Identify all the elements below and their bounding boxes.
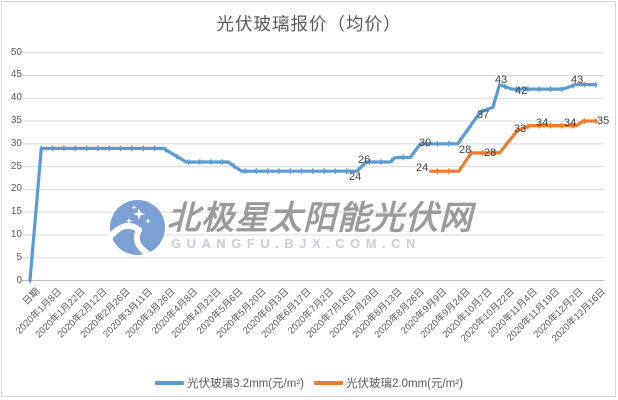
legend: 光伏玻璃3.2mm(元/m²) 光伏玻璃2.0mm(元/m²) (0, 375, 618, 391)
y-axis-label-30: 30 (10, 137, 22, 149)
data-label-2-0mm: 34 (536, 117, 549, 129)
data-label-2-0mm: 28 (459, 144, 472, 156)
data-label-2-0mm: 35 (597, 115, 610, 127)
y-axis-label-15: 15 (10, 206, 22, 218)
logo-swoosh-lower (133, 227, 150, 256)
logo-star-icon (133, 208, 145, 220)
series-line-3-2mm[interactable] (28, 82, 598, 283)
legend-line-sample (155, 381, 185, 385)
data-label-3-2mm: 43 (495, 74, 508, 86)
logo-star-icon (145, 218, 151, 224)
y-axis-label-10: 10 (10, 228, 22, 240)
y-axis-label-45: 45 (10, 69, 22, 81)
data-label-3-2mm: 42 (515, 85, 528, 97)
y-axis-label-25: 25 (10, 160, 22, 172)
bjx-logo-icon (109, 200, 165, 256)
series-markers-1 (29, 81, 597, 284)
watermark-text: 北极星太阳能光伏网 (167, 199, 473, 236)
logo-star-icon (125, 217, 133, 225)
y-axis-label-50: 50 (10, 46, 22, 58)
logo-star-icon (131, 204, 137, 211)
legend-line-sample (314, 381, 343, 385)
legend-label: 光伏玻璃3.2mm(元/m²) (187, 378, 304, 390)
y-axis-label-35: 35 (10, 115, 22, 127)
data-label-3-2mm: 30 (419, 137, 432, 149)
y-axis-label-0: 0 (16, 274, 22, 286)
chart-title: 光伏玻璃报价（均价） (216, 14, 402, 34)
y-axis-label-5: 5 (16, 251, 22, 263)
data-label-2-0mm: 28 (484, 147, 497, 159)
data-label-2-0mm: 33 (514, 123, 527, 135)
y-axis-label-20: 20 (10, 183, 22, 195)
data-label-2-0mm: 24 (416, 162, 429, 174)
series-line-2-0mm[interactable] (429, 119, 598, 173)
watermark-url-text: GUANGFU.BJX.COM.CN (171, 236, 421, 251)
data-label-3-2mm: 43 (571, 74, 584, 86)
legend-item-3-2mm[interactable]: 光伏玻璃3.2mm(元/m²) (155, 375, 304, 391)
legend-item-2-0mm[interactable]: 光伏玻璃2.0mm(元/m²) (314, 375, 463, 391)
data-label-2-0mm: 34 (564, 117, 577, 129)
data-label-3-2mm: 37 (477, 109, 490, 121)
data-label-3-2mm: 26 (358, 154, 371, 166)
y-axis-label-40: 40 (10, 92, 22, 104)
data-label-3-2mm: 24 (349, 171, 362, 183)
legend-label: 光伏玻璃2.0mm(元/m²) (346, 378, 463, 390)
